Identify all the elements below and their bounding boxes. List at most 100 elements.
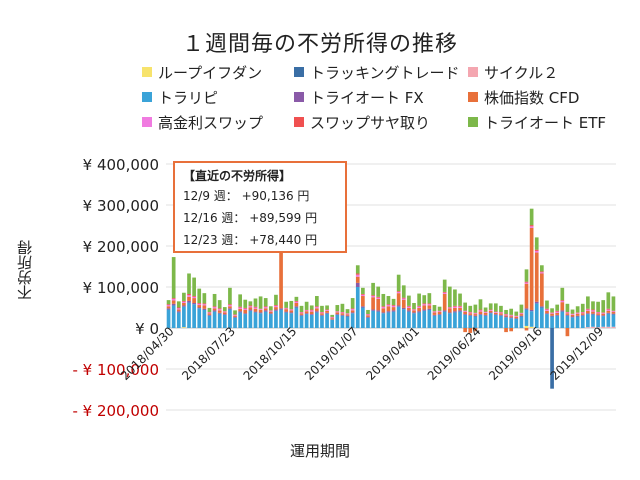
bar-segment (299, 312, 304, 314)
bar-segment (580, 312, 585, 314)
bar-segment (493, 314, 498, 315)
bar-segment (192, 298, 196, 303)
bar-segment (550, 315, 554, 317)
bar-segment (504, 315, 508, 317)
bar-segment (345, 316, 350, 328)
bar-segment (366, 316, 370, 318)
bar-segment (350, 298, 355, 309)
bar-segment (524, 283, 529, 309)
bar-segment (447, 286, 452, 308)
bar-segment (187, 300, 191, 303)
bar-segment (253, 311, 258, 313)
bar-segment (381, 306, 386, 308)
bar-segment (591, 311, 595, 314)
bar-segment (509, 317, 514, 319)
bar-segment (371, 310, 375, 328)
legend-item: トライオート FX (294, 87, 424, 108)
legend-swatch (468, 92, 478, 102)
bar-segment (222, 312, 227, 315)
legend-item: トライオート ETF (468, 112, 606, 133)
bar-segment (422, 304, 427, 306)
bar-segment (412, 313, 416, 328)
bar-segment (202, 309, 207, 328)
bar-segment (212, 311, 217, 328)
bar-segment (570, 316, 575, 318)
bar-segment (335, 312, 340, 315)
bar-segment (545, 309, 549, 311)
bar-segment (519, 314, 524, 316)
bar-segment (197, 288, 202, 303)
bar-segment (412, 310, 416, 313)
bar-segment (355, 282, 360, 287)
bar-segment (601, 313, 606, 316)
bar-segment (166, 304, 171, 306)
bar-segment (294, 307, 299, 328)
bar-segment (560, 302, 565, 311)
bar-segment (315, 306, 319, 308)
bar-segment (437, 314, 442, 315)
legend-swatch (294, 92, 304, 102)
callout-line: 12/16 週： +89,599 円 (183, 211, 318, 225)
bar-segment (586, 296, 590, 309)
bar-segment (427, 304, 432, 306)
bar-segment (468, 315, 473, 328)
bar-segment (580, 303, 585, 313)
bar-segment (279, 308, 283, 310)
bar-segment (407, 311, 411, 328)
bar-segment (407, 307, 411, 311)
x-tick-label: 2018/10/15 (241, 324, 300, 383)
bar-segment (540, 272, 544, 274)
bar-segment (274, 309, 278, 311)
bar-segment (565, 312, 570, 314)
bar-segment (391, 305, 396, 306)
recent-income-callout: 【直近の不労所得】 12/9 週： +90,136 円 12/16 週： +89… (173, 161, 347, 253)
bar-segment (330, 318, 335, 320)
legend-swatch (294, 117, 304, 127)
bar-segment (458, 310, 462, 312)
bar-segment (596, 301, 600, 313)
bar-segment (243, 313, 248, 315)
bar-segment (412, 309, 416, 311)
bar-segment (207, 315, 212, 328)
bar-segment (233, 310, 237, 315)
bar-segment (606, 326, 611, 328)
bar-segment (386, 296, 391, 305)
bar-segment (606, 292, 611, 309)
bar-segment (253, 307, 258, 309)
bar-segment (187, 273, 191, 294)
legend-label: トラッキングトレード (310, 64, 460, 82)
bar-segment (417, 293, 421, 306)
bar-segment (473, 304, 478, 313)
bar-segment (555, 310, 560, 312)
bar-segment (304, 311, 309, 314)
bar-segment (529, 227, 534, 310)
bar-segment (268, 306, 273, 311)
bar-segment (458, 293, 462, 306)
bar-segment (207, 314, 212, 316)
bar-segment (299, 313, 304, 315)
bar-segment (560, 311, 565, 328)
bar-segment (176, 301, 181, 308)
bar-segment (514, 318, 519, 319)
bar-segment (401, 309, 406, 328)
bar-segment (309, 305, 314, 310)
bar-segment (427, 293, 432, 304)
bar-segment (401, 297, 406, 299)
callout-line: 12/23 週： +78,440 円 (183, 233, 318, 247)
bar-segment (473, 314, 478, 316)
bar-segment (238, 308, 242, 312)
bar-segment (176, 312, 181, 328)
x-tick-label: 2019/04/01 (363, 324, 422, 383)
bar-segment (371, 296, 375, 298)
legend-swatch (468, 117, 478, 127)
bar-segment (202, 303, 207, 305)
bar-segment (340, 312, 345, 314)
bar-segment (299, 314, 304, 316)
bar-segment (187, 295, 191, 297)
bar-segment (320, 314, 324, 316)
bar-segment (309, 311, 314, 315)
bar-segment (386, 304, 391, 306)
bar-segment (335, 305, 340, 312)
bar-segment (437, 314, 442, 328)
bar-segment (171, 300, 176, 304)
